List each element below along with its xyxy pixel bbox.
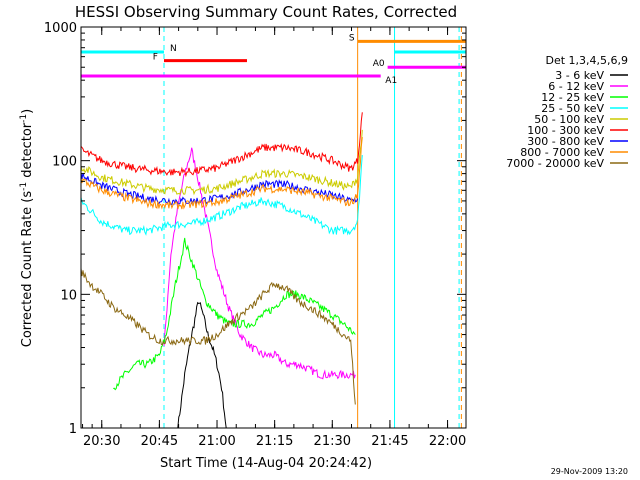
series-line-50-100-kev xyxy=(81,129,363,196)
legend-title: Det 1,3,4,5,6,9 xyxy=(545,54,628,67)
legend-label: 3 - 6 keV xyxy=(555,69,604,82)
y-axis: 1 10 100 1000 xyxy=(44,21,466,437)
vertical-markers xyxy=(163,27,462,428)
x-tick-label: 22:00 xyxy=(429,434,466,449)
legend-label: 50 - 100 keV xyxy=(534,113,604,126)
flag-label: N xyxy=(170,44,177,54)
y-tick-label: 1 xyxy=(69,422,77,437)
chart-title: HESSI Observing Summary Count Rates, Cor… xyxy=(75,3,457,21)
series-line-7000-20000-kev xyxy=(81,268,356,405)
y-tick-label: 1000 xyxy=(44,21,77,36)
series-line-3-6-kev xyxy=(177,301,227,428)
x-axis-label: Start Time (14-Aug-04 20:24:42) xyxy=(160,456,372,471)
timestamp: 29-Nov-2009 13:20 xyxy=(551,467,628,476)
y-axis-label: Corrected Count Rate (s-1 detector-1) xyxy=(19,109,35,347)
flag-label: A1 xyxy=(385,76,397,86)
legend-label: 6 - 12 keV xyxy=(548,80,604,93)
flag-label: F xyxy=(153,53,158,63)
x-tick-label: 20:30 xyxy=(83,434,120,449)
series-line-12-25-kev xyxy=(113,237,356,391)
x-tick-label: 21:45 xyxy=(371,434,408,449)
legend-label: 7000 - 20000 keV xyxy=(506,157,604,170)
legend-label: 300 - 800 keV xyxy=(527,135,604,148)
x-tick-label: 20:45 xyxy=(141,434,178,449)
x-tick-label: 21:30 xyxy=(314,434,351,449)
x-tick-label: 21:15 xyxy=(256,434,293,449)
legend-label: 25 - 50 keV xyxy=(541,102,604,115)
y-tick-label: 10 xyxy=(60,288,77,303)
y-tick-label: 100 xyxy=(52,155,77,170)
legend-label: 100 - 300 keV xyxy=(527,124,604,137)
legend-label: 800 - 7000 keV xyxy=(520,146,604,159)
legend-label: 12 - 25 keV xyxy=(541,91,604,104)
plot-frame xyxy=(80,26,467,429)
series-layer xyxy=(81,112,363,428)
series-line-25-50-kev xyxy=(81,155,363,236)
series-line-800-7000-kev xyxy=(81,137,363,210)
series-line-100-300-kev xyxy=(81,112,363,178)
flag-label: S xyxy=(349,33,355,43)
flag-label: A0 xyxy=(373,59,385,69)
x-axis: 20:30 20:45 21:00 21:15 21:30 21:45 22:00 xyxy=(82,27,466,449)
x-tick-label: 21:00 xyxy=(198,434,235,449)
